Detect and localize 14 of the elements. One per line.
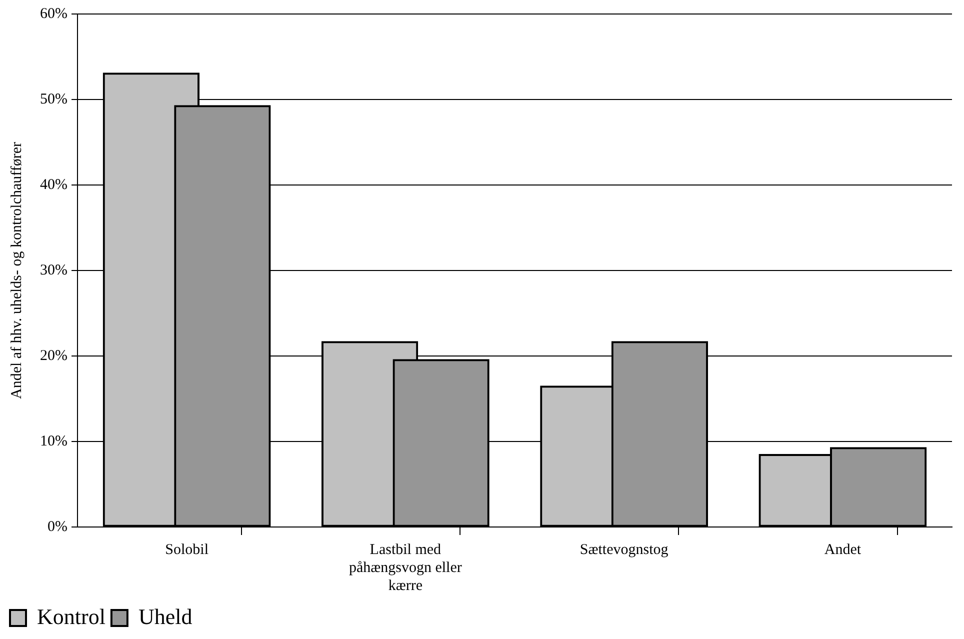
- y-tick-label: 40%: [40, 176, 68, 193]
- x-tick-label: Sættevognstog: [580, 542, 669, 558]
- y-tick-label: 60%: [40, 6, 68, 22]
- y-tick-label: 20%: [40, 348, 68, 364]
- y-tick-label: 50%: [40, 91, 68, 108]
- x-tick-label: Andet: [824, 542, 862, 558]
- y-tick-label: 10%: [40, 433, 68, 450]
- x-tick-label: Solobil: [165, 542, 208, 558]
- legend-label: Uheld: [138, 604, 192, 629]
- legend-label: Kontrol: [37, 604, 106, 629]
- x-tick-label: Lastbil med påhængsvogn eller kærre: [348, 542, 462, 594]
- y-tick-label: 30%: [40, 262, 68, 278]
- y-axis-title: Andel af hhv. uhelds- og kontrolchauffører: [8, 142, 25, 400]
- y-tick-label: 0%: [47, 518, 68, 535]
